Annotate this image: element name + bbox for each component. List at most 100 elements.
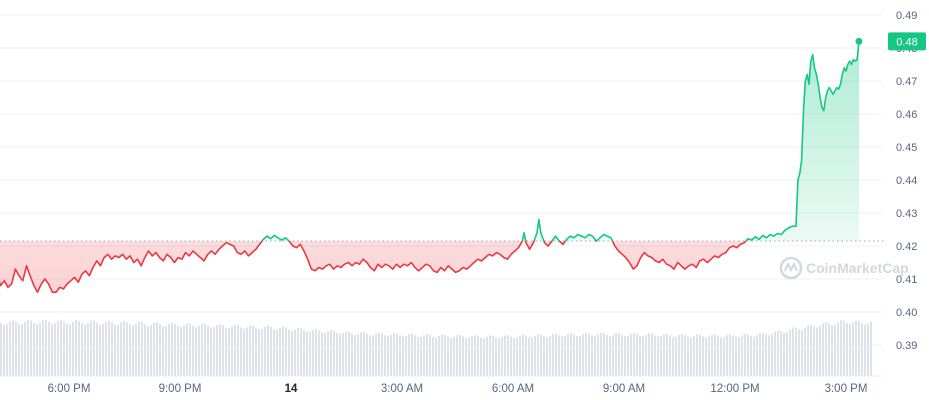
volume-bar [789,329,791,376]
volume-bar [801,329,803,376]
volume-bar [237,325,239,376]
volume-bar [693,335,695,376]
volume-bar [573,334,575,376]
volume-bar [6,324,8,376]
volume-bar [285,327,287,376]
volume-bar [477,336,479,376]
volume-bar [57,320,59,376]
y-tick-label: 0.43 [896,208,917,220]
volume-bar [753,336,755,376]
volume-bar [702,336,704,376]
volume-bar [105,321,107,376]
volume-bar [603,332,605,376]
volume-bar [786,331,788,376]
volume-bar [120,322,122,376]
x-tick-label: 3:00 AM [381,383,423,395]
volume-bar [168,323,170,376]
volume-bar [198,326,200,376]
x-axis: 6:00 PM 9:00 PM 14 3:00 AM 6:00 AM 9:00 AM 12:… [48,383,868,395]
y-tick-label: 0.49 [896,10,917,22]
volume-bar [558,335,560,376]
volume-bar [51,323,53,376]
volume-bar [372,335,374,376]
volume-bar [726,335,728,376]
volume-bar [441,334,443,376]
volume-bar [12,320,14,376]
price-line-down [0,241,747,293]
volume-bar [363,331,365,376]
volume-bar [765,334,767,376]
volume-bar [642,336,644,376]
volume-bar [192,325,194,376]
volume-bar [837,322,839,376]
volume-bar [453,336,455,376]
volume-bar [267,325,269,376]
volume-bar [318,330,320,376]
volume-bar [159,324,161,376]
volume-bar [99,324,101,376]
volume-bar [666,333,668,376]
volume-bar [36,324,38,376]
volume-bar [639,335,641,376]
volume-bar [597,334,599,376]
volume-bar [333,331,335,376]
volume-bar [858,320,860,376]
volume-bar [348,331,350,376]
volume-bar [852,322,854,376]
volume-bar [486,336,488,376]
volume-bar [819,326,821,376]
volume-bar [138,321,140,376]
volume-bar [723,336,725,376]
volume-bar [654,335,656,376]
volume-bar [297,328,299,376]
volume-bar [252,325,254,376]
volume-bar [750,335,752,376]
volume-bar [189,323,191,376]
y-axis: 0.49 0.48 0.47 0.46 0.45 0.44 0.43 0.42 0.41 0.40… [896,10,917,352]
volume-bar [843,321,845,376]
volume-bar [849,324,851,376]
volume-bar [312,329,314,376]
volume-bar [537,334,539,376]
volume-bar [66,323,68,376]
volume-bar [276,329,278,376]
coinmarketcap-logo-icon [779,256,803,280]
volume-bar [711,334,713,376]
volume-bar [696,334,698,376]
volume-bar [591,335,593,376]
volume-bar [78,320,80,376]
y-tick-label: 0.46 [896,109,917,121]
volume-bar [828,323,830,376]
volume-bar [528,337,530,376]
volume-bar [249,325,251,376]
volume-bar [342,333,344,376]
volume-bar [855,320,857,376]
volume-bar [351,333,353,376]
volume-bar [411,333,413,376]
volume-bar [0,323,2,376]
volume-bar [825,321,827,376]
volume-bar [432,336,434,376]
area-fill-down [0,241,859,293]
volume-bar [381,333,383,376]
volume-bar [165,326,167,376]
y-tick-label: 0.40 [896,307,917,319]
volume-bar [255,327,257,376]
volume-bar [699,334,701,376]
volume-bar [303,330,305,376]
volume-bar [423,335,425,376]
volume-bar [522,334,524,376]
y-tick-label: 0.41 [896,274,917,286]
volume-bar [369,335,371,376]
volume-bar [846,323,848,376]
volume-bar [861,323,863,376]
volume-bar [519,335,521,376]
current-price-label: 0.48 [896,36,917,48]
volume-bar [96,322,98,376]
current-price-badge [888,32,926,51]
volume-bar [75,320,77,376]
volume-bar [594,336,596,376]
volume-bar [780,331,782,376]
volume-bar [564,335,566,376]
